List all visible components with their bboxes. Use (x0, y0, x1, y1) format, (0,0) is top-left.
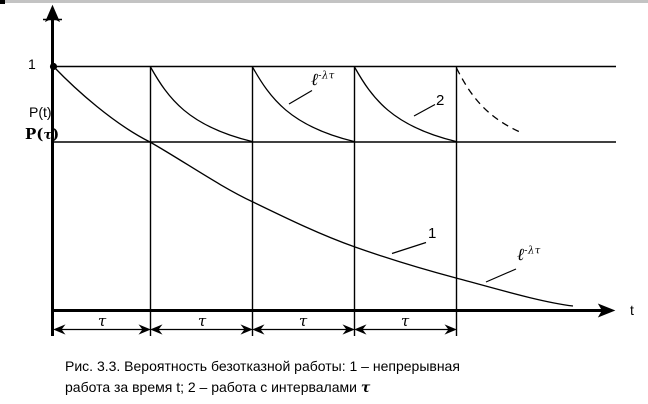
leader-curve-2-label (413, 103, 436, 117)
tau-interval-label-4: τ (400, 312, 410, 330)
caption-line-2: работа за время t; 2 – работа с интервал… (65, 379, 371, 396)
dim-arrow-right-4 (444, 324, 457, 335)
x-axis-title: t (630, 302, 634, 318)
tau-interval-label-3: τ (298, 312, 308, 330)
curve-2-segment-3 (251, 66, 355, 143)
y-axis-title: P(t) (29, 104, 52, 120)
curve-2-segment-5-dashed (455, 67, 522, 134)
curve-2-segment-2 (149, 66, 253, 143)
x-axis-arrowhead-icon (597, 303, 616, 318)
curve-1-continuous (53, 66, 574, 307)
y-level-p-tau-label: P(τ) (25, 125, 60, 143)
dim-arrow-left-3 (252, 324, 265, 335)
dim-arrow-left-2 (150, 324, 163, 335)
tau-interval-label-1: τ (97, 312, 107, 330)
leader-exp-label-bottom (485, 268, 517, 283)
exp-annotation-bottom: ℓ-λτ (517, 245, 541, 265)
curve-2-segment-4 (353, 66, 457, 143)
y-value-1-label: 1 (28, 56, 36, 72)
leader-exp-label-top (288, 89, 313, 105)
leader-curve-1-label (391, 241, 427, 255)
dim-arrow-left-4 (354, 324, 367, 335)
window-edge-bar (0, 0, 648, 3)
dim-arrow-right-2 (240, 324, 253, 335)
caption-line-1: Рис. 3.3. Вероятность безотказной работы… (65, 358, 460, 374)
y-axis-arrowhead-icon (44, 4, 61, 23)
tau-dimension-arrows (53, 324, 457, 335)
tau-interval-label-2: τ (197, 312, 207, 330)
curve-1-label: 1 (428, 225, 437, 242)
dim-arrow-right-1 (138, 324, 151, 335)
dim-arrow-left-1 (53, 324, 66, 335)
dim-arrow-right-3 (342, 324, 355, 335)
curve-2-label: 2 (436, 92, 445, 109)
figure-caption: Рис. 3.3. Вероятность безотказной работы… (65, 356, 535, 399)
unit-point-dot (49, 62, 58, 71)
window-corner-mark (0, 0, 5, 4)
exp-annotation-top: ℓ-λτ (311, 70, 335, 90)
